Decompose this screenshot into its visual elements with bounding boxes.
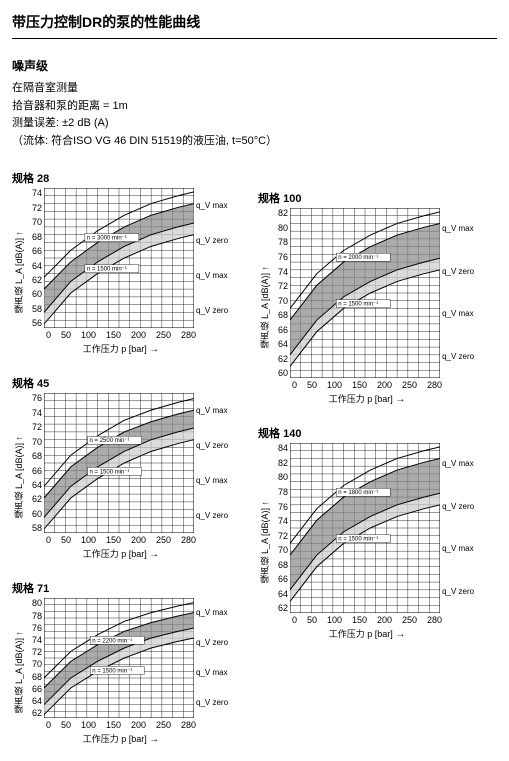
svg-text:n = 2500 min⁻¹: n = 2500 min⁻¹ [90, 439, 130, 445]
y-axis-label: 噪声级 L_A [dB(A)] ↑ [258, 266, 278, 349]
right-column: 规格 100 噪声级 L_A [dB(A)] ↑ 828078767472706… [258, 190, 474, 749]
legend-item: q_V max [442, 457, 474, 471]
legend-item: q_V max [196, 606, 228, 620]
legend-item: q_V zero [442, 265, 474, 279]
legend-item: q_V zero [442, 350, 474, 364]
legend: q_V max q_V zero q_V max q_V zero [194, 393, 228, 533]
meta-block: 在隔音室测量拾音器和泵的距离 = 1m测量误差: ±2 dB (A)（流体: 符… [12, 80, 497, 150]
chart-title: 规格 71 [12, 580, 228, 596]
chart-title: 规格 100 [258, 190, 474, 206]
chart-title: 规格 28 [12, 170, 228, 186]
x-ticks: 050100150200250280 [32, 330, 196, 340]
chart-svg: n = 3000 min⁻¹ n = 1500 min⁻¹ [44, 188, 194, 328]
x-ticks: 050100150200250280 [32, 535, 196, 545]
y-ticks: 848280787674727068666462 [278, 443, 290, 613]
x-axis-label: 工作压力 p [bar] → [32, 732, 196, 745]
left-column: 规格 28 噪声级 L_A [dB(A)] ↑ 7472706866646260… [12, 170, 228, 749]
chart-title: 规格 45 [12, 375, 228, 391]
svg-text:n = 1500 min⁻¹: n = 1500 min⁻¹ [92, 669, 132, 675]
legend-item: q_V zero [196, 509, 228, 523]
svg-text:n = 1500 min⁻¹: n = 1500 min⁻¹ [338, 302, 378, 308]
legend-item: q_V max [196, 199, 228, 213]
x-ticks: 050100150200250280 [32, 720, 196, 730]
chart-c45: 规格 45 噪声级 L_A [dB(A)] ↑ 7674727068666462… [12, 375, 228, 560]
y-ticks: 76747270686664626058 [32, 393, 44, 533]
chart-svg: n = 2200 min⁻¹ n = 1500 min⁻¹ [44, 598, 194, 718]
y-axis-label: 噪声级 L_A [dB(A)] ↑ [12, 631, 32, 714]
legend-item: q_V max [442, 542, 474, 556]
y-ticks: 74727068666462605856 [32, 188, 44, 328]
sub-heading: 噪声级 [12, 57, 497, 74]
legend-item: q_V zero [442, 500, 474, 514]
legend-item: q_V zero [196, 696, 228, 710]
legend-item: q_V max [442, 307, 474, 321]
x-axis-label: 工作压力 p [bar] → [32, 547, 196, 560]
x-axis-label: 工作压力 p [bar] → [278, 392, 442, 405]
svg-text:n = 1500 min⁻¹: n = 1500 min⁻¹ [338, 537, 378, 543]
svg-text:n = 1500 min⁻¹: n = 1500 min⁻¹ [90, 470, 130, 476]
y-ticks: 828078767472706866646260 [278, 208, 290, 378]
meta-line: （流体: 符合ISO VG 46 DIN 51519的液压油, t=50°C） [12, 133, 497, 151]
chart-c28: 规格 28 噪声级 L_A [dB(A)] ↑ 7472706866646260… [12, 170, 228, 355]
svg-text:n = 2200 min⁻¹: n = 2200 min⁻¹ [92, 639, 132, 645]
legend: q_V max q_V zero q_V max q_V zero [440, 443, 474, 613]
x-axis-label: 工作压力 p [bar] → [278, 627, 442, 640]
legend-item: q_V zero [442, 585, 474, 599]
y-axis-label: 噪声级 L_A [dB(A)] ↑ [12, 436, 32, 519]
legend-item: q_V max [196, 666, 228, 680]
legend-item: q_V zero [196, 304, 228, 318]
charts-container: 规格 28 噪声级 L_A [dB(A)] ↑ 7472706866646260… [12, 170, 497, 749]
svg-text:n = 1800 min⁻¹: n = 1800 min⁻¹ [338, 491, 378, 497]
legend: q_V max q_V zero q_V max q_V zero [194, 598, 228, 718]
chart-c140: 规格 140 噪声级 L_A [dB(A)] ↑ 848280787674727… [258, 425, 474, 640]
x-ticks: 050100150200250280 [278, 380, 442, 390]
legend: q_V max q_V zero q_V max q_V zero [440, 208, 474, 378]
chart-c100: 规格 100 噪声级 L_A [dB(A)] ↑ 828078767472706… [258, 190, 474, 405]
x-axis-label: 工作压力 p [bar] → [32, 342, 196, 355]
legend-item: q_V zero [196, 439, 228, 453]
x-ticks: 050100150200250280 [278, 615, 442, 625]
chart-svg: n = 1800 min⁻¹ n = 1500 min⁻¹ [290, 443, 440, 613]
page-title: 带压力控制DR的泵的性能曲线 [12, 12, 497, 39]
y-ticks: 80787674727068666462 [32, 598, 44, 718]
svg-text:n = 2000 min⁻¹: n = 2000 min⁻¹ [338, 256, 378, 262]
chart-svg: n = 2500 min⁻¹ n = 1500 min⁻¹ [44, 393, 194, 533]
meta-line: 拾音器和泵的距离 = 1m [12, 98, 497, 116]
legend-item: q_V max [196, 404, 228, 418]
legend: q_V max q_V zero q_V max q_V zero [194, 188, 228, 328]
legend-item: q_V max [196, 474, 228, 488]
legend-item: q_V zero [196, 234, 228, 248]
chart-c71: 规格 71 噪声级 L_A [dB(A)] ↑ 8078767472706866… [12, 580, 228, 745]
svg-text:n = 3000 min⁻¹: n = 3000 min⁻¹ [87, 236, 127, 242]
y-axis-label: 噪声级 L_A [dB(A)] ↑ [12, 231, 32, 314]
meta-line: 测量误差: ±2 dB (A) [12, 115, 497, 133]
legend-item: q_V max [196, 269, 228, 283]
meta-line: 在隔音室测量 [12, 80, 497, 98]
legend-item: q_V zero [196, 636, 228, 650]
chart-title: 规格 140 [258, 425, 474, 441]
svg-text:n = 1500 min⁻¹: n = 1500 min⁻¹ [87, 267, 127, 273]
y-axis-label: 噪声级 L_A [dB(A)] ↑ [258, 501, 278, 584]
chart-svg: n = 2000 min⁻¹ n = 1500 min⁻¹ [290, 208, 440, 378]
legend-item: q_V max [442, 222, 474, 236]
